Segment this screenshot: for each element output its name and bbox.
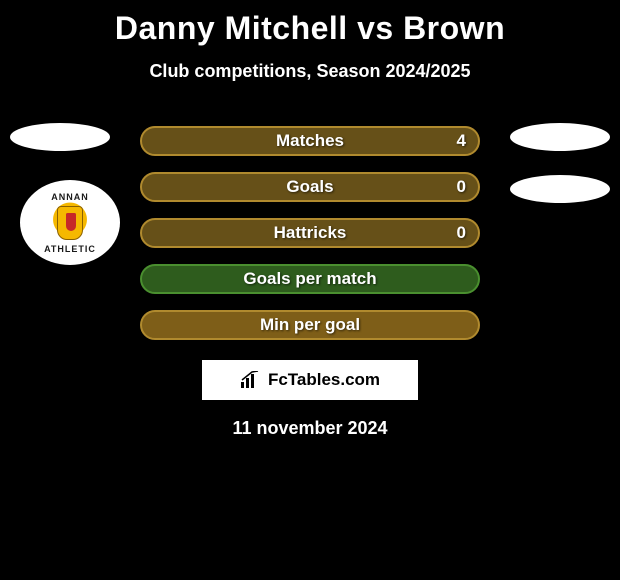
- club1-badge-bottom-text: ATHLETIC: [30, 244, 110, 254]
- player2-portrait: [510, 123, 610, 151]
- stat-label: Goals: [286, 177, 333, 197]
- page-title: Danny Mitchell vs Brown: [0, 0, 620, 47]
- chart-bars-icon: [240, 371, 262, 389]
- stat-label: Min per goal: [260, 315, 360, 335]
- club2-badge: [510, 175, 610, 203]
- stat-right-value: 0: [457, 223, 466, 243]
- stat-row-matches: Matches 4: [140, 126, 480, 156]
- stat-row-hattricks: Hattricks 0: [140, 218, 480, 248]
- subtitle: Club competitions, Season 2024/2025: [0, 61, 620, 82]
- stat-label: Hattricks: [274, 223, 347, 243]
- stat-row-goals-per-match: Goals per match: [140, 264, 480, 294]
- stat-row-goals: Goals 0: [140, 172, 480, 202]
- attribution-box[interactable]: FcTables.com: [202, 360, 418, 400]
- stat-label: Goals per match: [243, 269, 376, 289]
- club1-badge: ANNAN ATHLETIC: [20, 180, 120, 265]
- stat-right-value: 4: [457, 131, 466, 151]
- stat-row-min-per-goal: Min per goal: [140, 310, 480, 340]
- stat-right-value: 0: [457, 177, 466, 197]
- date-text: 11 november 2024: [0, 418, 620, 439]
- club1-badge-top-text: ANNAN: [30, 192, 110, 202]
- attribution-text: FcTables.com: [268, 370, 380, 390]
- club1-badge-shield-icon: [57, 206, 83, 240]
- stat-label: Matches: [276, 131, 344, 151]
- player1-portrait: [10, 123, 110, 151]
